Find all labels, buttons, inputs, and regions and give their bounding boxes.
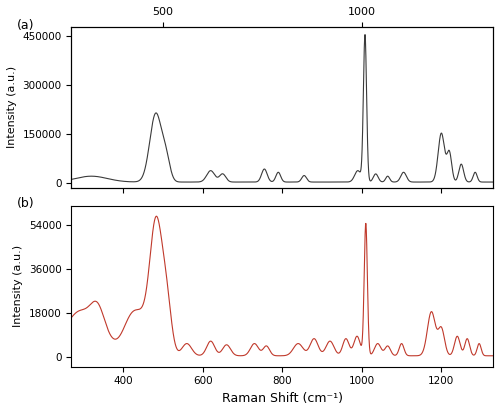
X-axis label: Raman Shift (cm⁻¹): Raman Shift (cm⁻¹) xyxy=(222,392,343,405)
Text: (a): (a) xyxy=(16,19,34,32)
Y-axis label: Intensity (a.u.): Intensity (a.u.) xyxy=(7,66,17,148)
Text: (b): (b) xyxy=(16,197,34,211)
Y-axis label: Intensity (a.u.): Intensity (a.u.) xyxy=(14,245,24,327)
